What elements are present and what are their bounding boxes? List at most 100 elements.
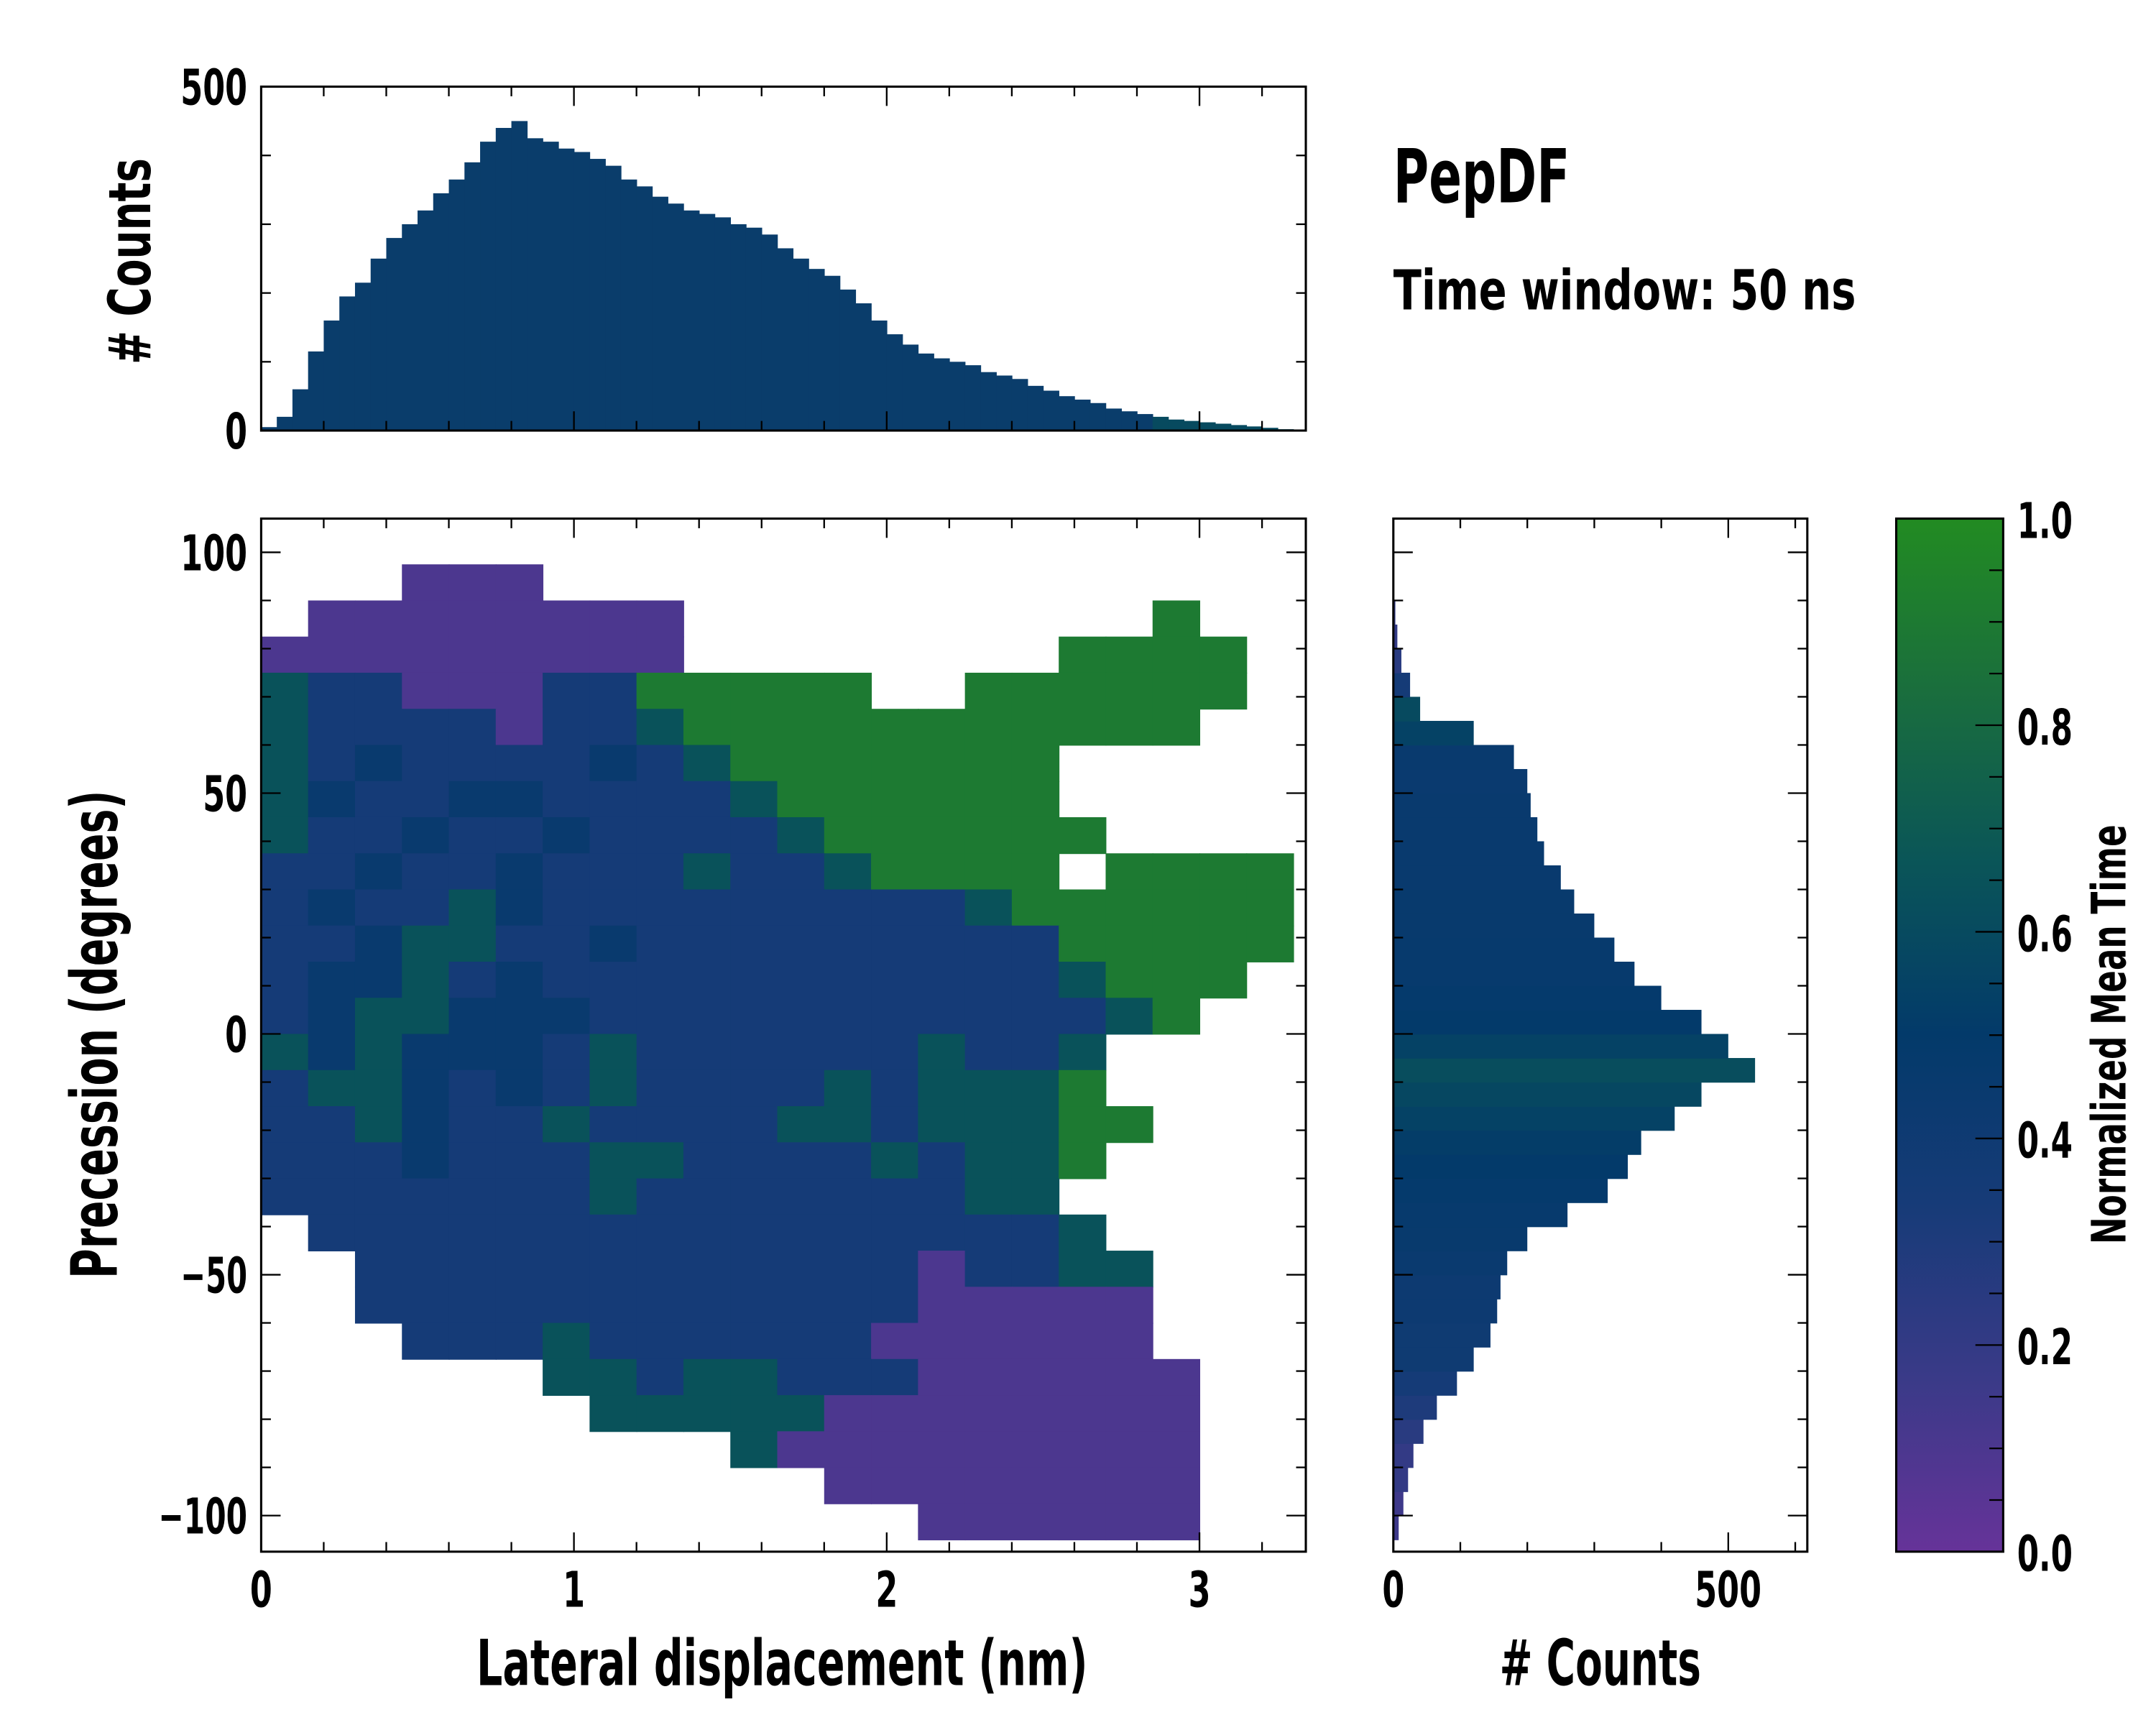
- heatmap-cell: [824, 1178, 872, 1215]
- heatmap-cell: [308, 672, 356, 710]
- right-histogram-bar: [1393, 1082, 1702, 1107]
- main-xtick-label: 1: [563, 1562, 585, 1619]
- heatmap-cell: [589, 672, 637, 710]
- right-histogram-bar: [1393, 865, 1561, 891]
- heatmap-cell: [777, 1034, 825, 1071]
- heatmap-cell: [1199, 853, 1248, 891]
- heatmap-cell: [261, 672, 309, 710]
- heatmap-cell: [683, 1178, 732, 1215]
- heatmap-cell: [777, 1142, 825, 1179]
- heatmap-cell: [1199, 636, 1248, 673]
- right-histogram-bar: [1393, 937, 1615, 962]
- heatmap-cell: [918, 781, 966, 818]
- heatmap-cell: [354, 745, 403, 782]
- heatmap-cell: [871, 1070, 919, 1107]
- heatmap-cell: [543, 853, 591, 891]
- heatmap-cell: [589, 745, 637, 782]
- heatmap-cell: [871, 889, 919, 926]
- top-histogram-bar: [480, 142, 497, 431]
- top-histogram-bar: [714, 217, 731, 431]
- heatmap-cell: [1059, 1070, 1107, 1107]
- heatmap-cell: [1105, 1467, 1153, 1504]
- top-histogram-bar: [1246, 426, 1263, 431]
- top-histogram-bar: [448, 179, 466, 431]
- heatmap-cell: [964, 998, 1013, 1035]
- top-histogram-bar: [745, 227, 763, 431]
- heatmap-cell: [1152, 709, 1201, 746]
- heatmap-cell: [1059, 925, 1107, 962]
- heatmap-cell: [1011, 1070, 1060, 1107]
- heatmap-cell: [354, 1142, 403, 1179]
- heatmap-cell: [777, 889, 825, 926]
- heatmap-cell: [589, 1251, 637, 1288]
- heatmap-cell: [261, 1142, 309, 1179]
- heatmap-cell: [1059, 1467, 1107, 1504]
- heatmap-cell: [354, 636, 403, 673]
- heatmap-cell: [964, 1034, 1013, 1071]
- heatmap-cell: [354, 889, 403, 926]
- heatmap-cell: [683, 1034, 732, 1071]
- heatmap-cell: [543, 745, 591, 782]
- heatmap-cell: [354, 816, 403, 855]
- top-histogram-bar: [1262, 428, 1279, 431]
- heatmap-cell: [589, 816, 637, 855]
- heatmap-cell: [636, 816, 684, 855]
- colorbar-tick-label: 1.0: [2017, 493, 2073, 551]
- heatmap-cell: [1059, 1395, 1107, 1432]
- heatmap-cell: [448, 600, 497, 638]
- heatmap-cell: [448, 998, 497, 1035]
- heatmap-cell: [964, 709, 1013, 746]
- heatmap-cell: [871, 853, 919, 891]
- chart-title: PepDF: [1393, 134, 1570, 220]
- heatmap-cell: [871, 1395, 919, 1432]
- heatmap-cell: [495, 564, 544, 602]
- main-ytick-label: 0: [225, 1007, 247, 1064]
- heatmap-cell: [871, 925, 919, 962]
- heatmap-cell: [402, 672, 450, 710]
- right-histogram-bar: [1393, 696, 1421, 722]
- heatmap-cell: [871, 1106, 919, 1144]
- heatmap-cell: [683, 998, 732, 1035]
- heatmap-cell: [683, 1251, 732, 1288]
- heatmap-cell: [589, 1214, 637, 1252]
- heatmap-cell: [683, 745, 732, 782]
- right-histogram-bar: [1393, 1371, 1457, 1396]
- heatmap-cell: [636, 1070, 684, 1107]
- heatmap-cell: [683, 781, 732, 818]
- heatmap-cell: [918, 998, 966, 1035]
- heatmap-cell: [1246, 853, 1294, 891]
- top-histogram-bar: [1121, 411, 1138, 431]
- heatmap-cell: [918, 1214, 966, 1252]
- heatmap-cell: [589, 962, 637, 999]
- heatmap-cell: [730, 816, 778, 855]
- heatmap-cell: [1011, 1322, 1060, 1360]
- heatmap-cell: [308, 962, 356, 999]
- heatmap-cell: [261, 1034, 309, 1071]
- heatmap-cell: [543, 889, 591, 926]
- heatmap-cell: [636, 1287, 684, 1324]
- heatmap-cell: [448, 1034, 497, 1071]
- heatmap-cell: [1011, 925, 1060, 962]
- right-histogram-bar: [1393, 1299, 1498, 1324]
- heatmap-cell: [1105, 853, 1153, 891]
- heatmap-cell: [308, 853, 356, 891]
- heatmap-cell: [964, 1178, 1013, 1215]
- top-histogram-bar: [1074, 399, 1091, 431]
- top-histogram-bar: [589, 159, 606, 431]
- heatmap-cell: [871, 998, 919, 1035]
- heatmap-cell: [354, 962, 403, 999]
- colorbar-tick-label: 0.2: [2017, 1319, 2073, 1376]
- right-histogram-bar: [1393, 1515, 1399, 1540]
- heatmap-cell: [261, 781, 309, 818]
- heatmap-cell: [1059, 636, 1107, 673]
- top-histogram-bar: [902, 344, 919, 431]
- heatmap-cell: [964, 962, 1013, 999]
- right-histogram-bar: [1393, 768, 1528, 794]
- right-histogram-bar: [1393, 841, 1544, 866]
- heatmap-cell: [448, 962, 497, 999]
- right-histogram-bar: [1393, 1395, 1437, 1420]
- heatmap-cell: [495, 816, 544, 855]
- heatmap-cell: [777, 1358, 825, 1397]
- heatmap-cell: [964, 853, 1013, 891]
- heatmap-cell: [918, 925, 966, 962]
